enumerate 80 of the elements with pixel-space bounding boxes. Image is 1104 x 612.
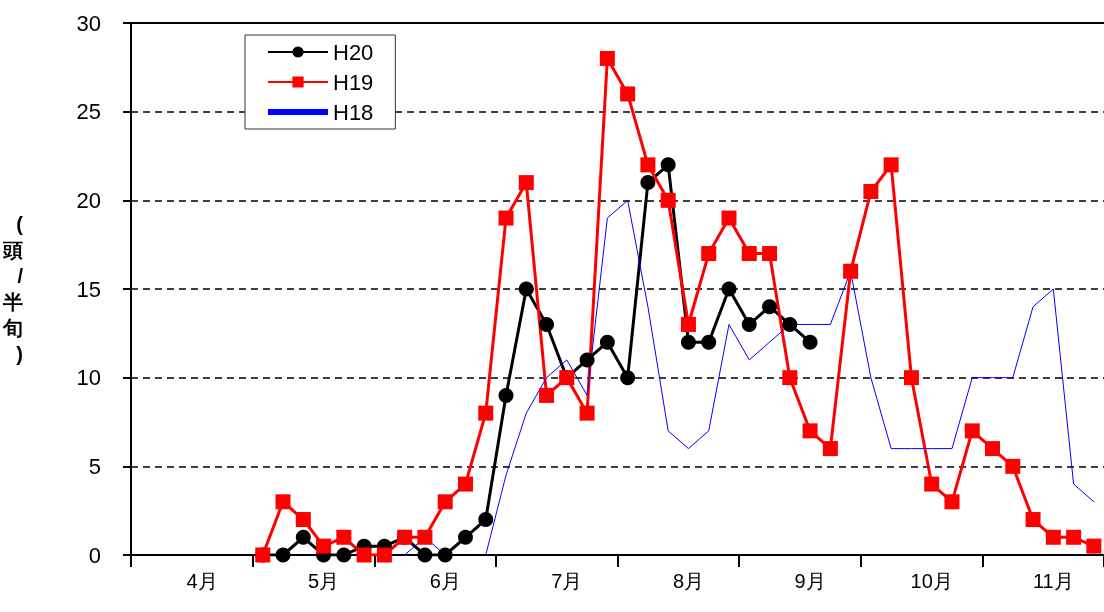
point [741,316,757,332]
x-tick-label: 9月 [794,570,826,592]
point [701,334,717,350]
point [437,547,453,563]
point [985,441,1001,457]
point [944,494,960,510]
x-tick-label: 8月 [672,570,705,592]
point [356,547,372,563]
point [498,210,514,226]
legend-label: H19 [333,69,374,95]
point [478,512,494,528]
point [660,192,676,208]
point [640,157,656,173]
point [822,441,838,457]
point [1005,458,1021,474]
point [336,547,352,563]
point [843,263,859,279]
y-tick-label: 25 [76,99,101,125]
point [579,405,595,421]
point [316,538,332,554]
legend-label: H20 [333,39,374,65]
point [1086,538,1102,554]
point [883,157,899,173]
point [1066,529,1082,545]
point [721,210,737,226]
x-tick-label: 10月 [910,570,953,592]
point [376,547,392,563]
y-tick-label: 20 [76,187,101,213]
point [903,370,919,386]
point [599,334,615,350]
point [457,529,473,545]
y-axis-title: (頭/半旬) [2,213,24,365]
x-tick-label: 4月 [186,570,218,592]
point [640,175,656,191]
point [660,157,676,173]
point [964,423,980,439]
point [802,423,818,439]
x-tick-label: 7月 [551,570,583,592]
point [437,494,453,510]
point [599,50,615,66]
point [457,476,473,492]
point [1045,529,1061,545]
x-tick-label: 11月 [1032,570,1074,592]
point [863,183,879,199]
y-tick-label: 30 [76,10,101,36]
point [802,334,818,350]
point [721,281,737,297]
point [620,370,636,386]
point [478,405,494,421]
point [579,352,595,368]
point [275,494,291,510]
y-tick-label: 15 [76,276,101,302]
point [539,387,555,403]
y-tick-label: 5 [88,453,101,479]
point [1025,512,1041,528]
point [620,86,636,102]
point [782,370,798,386]
point [275,547,291,563]
point [295,512,311,528]
y-tick-label: 0 [88,542,101,568]
point [741,246,757,262]
point [518,175,534,191]
legend-label: H18 [333,99,374,125]
point [417,547,433,563]
point [680,316,696,332]
point [539,316,555,332]
point [295,529,311,545]
point [518,281,534,297]
point [924,476,940,492]
point [762,299,778,315]
point [701,246,717,262]
point [417,529,433,545]
x-tick-label: 5月 [308,570,340,592]
point [498,387,514,403]
point [782,316,798,332]
y-tick-label: 10 [76,365,101,391]
point [336,529,352,545]
x-tick-label: 6月 [429,570,461,592]
point [680,334,696,350]
point [762,246,778,262]
